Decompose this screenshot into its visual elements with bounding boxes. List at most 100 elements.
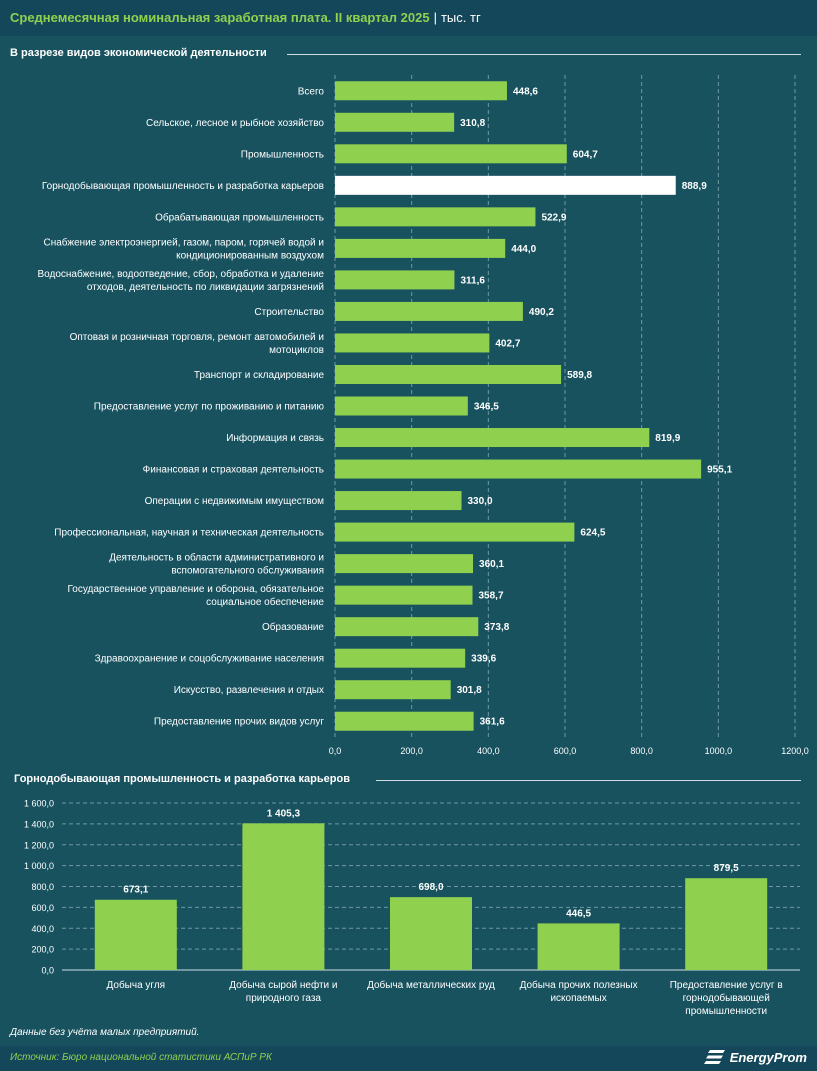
bar-value-label: 402,7 [495, 338, 520, 349]
category-label-line: Добыча сырой нефти и [229, 979, 337, 991]
bar-value-label: 330,0 [468, 496, 493, 507]
category-label-line: Операции с недвижимым имуществом [145, 496, 325, 507]
industries-bar-chart: 448,6 310,8 604,7 888,9 522,9 444,0 311,6 490,2… [37, 75, 809, 756]
category-label-line: промышленности [685, 1006, 767, 1017]
bar [335, 364, 562, 384]
category-label-line: Промышленность [241, 149, 324, 160]
category-label-line: Образование [262, 621, 324, 633]
source-note: Источник: Бюро национальной статистики А… [10, 1052, 272, 1063]
category-label: Операции с недвижимым имуществом [145, 496, 325, 507]
category-label-line: ископаемых [550, 993, 606, 1004]
y-tick-label: 1 400,0 [24, 819, 54, 829]
brand-name: EnergyProm [729, 1049, 807, 1065]
x-tick-label: 600,0 [554, 746, 577, 756]
bar-value-label: 444,0 [511, 244, 536, 255]
category-label: Строительство [254, 307, 324, 318]
bar [335, 711, 474, 731]
category-label: Профессиональная, научная и техническая … [54, 527, 324, 539]
bar-value-label: 819,9 [655, 433, 680, 444]
x-tick-label: 400,0 [477, 746, 500, 756]
bar-value-label: 490,2 [529, 307, 554, 318]
bar [335, 175, 676, 195]
category-label-line: Государственное управление и оборона, об… [68, 583, 325, 595]
bar [335, 333, 490, 353]
category-label-line: Добыча металлических руд [367, 979, 495, 991]
energyprom-logo-icon [703, 1050, 725, 1064]
bar [335, 459, 702, 479]
category-label: Государственное управление и оборона, об… [68, 583, 325, 608]
mining-grid [62, 802, 800, 971]
title-text: Среднемесячная номинальная заработная пл… [10, 10, 430, 25]
bar-value-label: 311,6 [460, 275, 485, 286]
bar-value-label: 339,6 [471, 654, 496, 665]
category-label-line: вспомогательного обслуживания [171, 565, 324, 577]
brand: EnergyProm [703, 1049, 807, 1065]
bar [335, 522, 575, 542]
bar-value-label: 448,6 [513, 86, 538, 97]
category-label-line: Финансовая и страховая деятельность [143, 465, 324, 476]
bar [335, 301, 523, 321]
industries-category-labels: Всего Сельское, лесное и рыбное хозяйство… [37, 86, 324, 727]
mining-tick-labels: 0,0 200,0 400,0 600,0 800,0 1 000,0 1 200,0 1 4… [24, 799, 54, 976]
page-title: Среднемесячная номинальная заработная пл… [10, 10, 481, 25]
category-label: Водоснабжение, водоотведение, сбор, обра… [37, 268, 324, 293]
category-label: Всего [298, 86, 325, 97]
category-label-line: Транспорт и складирование [194, 370, 325, 381]
category-label: Оптовая и розничная торговля, ремонт авт… [70, 331, 324, 356]
y-tick-label: 400,0 [31, 924, 54, 934]
bar-value-label: 373,8 [484, 622, 509, 633]
category-label: Предоставление услуг в горнодобывающей про… [670, 980, 783, 1017]
category-label: Финансовая и страховая деятельность [143, 465, 324, 476]
bar [335, 238, 506, 258]
category-label: Деятельность в области административного… [109, 552, 324, 577]
category-label: Добыча металлических руд [367, 979, 495, 991]
category-label: Транспорт и складирование [194, 370, 325, 381]
title-unit: тыс. тг [440, 10, 481, 25]
section-divider-mining [376, 780, 801, 781]
bar-value-label: 879,5 [714, 863, 739, 874]
category-label-line: Сельское, лесное и рыбное хозяйство [146, 117, 324, 129]
category-label-line: кондиционированным воздухом [176, 250, 324, 261]
mining-bars [94, 823, 768, 970]
x-tick-label: 0,0 [329, 746, 342, 756]
bar [335, 491, 462, 511]
bar [335, 617, 479, 637]
bar-value-label: 346,5 [474, 402, 499, 413]
category-label-line: Здравоохранение и соцобслуживание населе… [95, 653, 324, 665]
bar-value-label: 604,7 [573, 149, 598, 160]
x-tick-label: 200,0 [400, 746, 423, 756]
x-tick-label: 1000,0 [705, 746, 733, 756]
bar [335, 585, 473, 605]
bar-value-label: 358,7 [479, 591, 504, 602]
header-bar: Среднемесячная номинальная заработная пл… [0, 0, 817, 36]
bar [94, 899, 177, 970]
y-tick-label: 800,0 [31, 882, 54, 892]
category-label: Искусство, развлечения и отдых [174, 685, 324, 696]
bar [335, 112, 455, 132]
bar-value-label: 589,8 [567, 370, 592, 381]
bar [335, 428, 650, 448]
bar [537, 923, 620, 970]
category-label: Добыча прочих полезных ископаемых [520, 979, 638, 1004]
industries-tick-labels: 0,0 200,0 400,0 600,0 800,0 1000,0 1200,0 [329, 746, 809, 756]
y-tick-label: 1 600,0 [24, 799, 54, 809]
category-label: Снабжение электроэнергией, газом, паром,… [43, 236, 324, 261]
footnote: Данные без учёта малых предприятий. [10, 1027, 200, 1038]
bar [685, 878, 768, 970]
bar [335, 648, 466, 668]
bar-value-label: 673,1 [123, 885, 148, 896]
bar [335, 396, 468, 416]
category-label-line: Снабжение электроэнергией, газом, паром,… [43, 236, 324, 248]
category-label: Добыча угля [107, 979, 166, 991]
industries-value-labels: 448,6 310,8 604,7 888,9 522,9 444,0 311,6 490,2… [457, 86, 733, 727]
x-tick-label: 1200,0 [781, 746, 809, 756]
bar-value-label: 310,8 [460, 118, 485, 129]
category-label-line: Всего [298, 86, 325, 97]
x-tick-label: 800,0 [630, 746, 653, 756]
bar [390, 897, 472, 970]
y-tick-label: 1 000,0 [24, 861, 54, 871]
bar [335, 81, 507, 101]
category-label: Промышленность [241, 149, 324, 160]
category-label: Предоставление прочих видов услуг [154, 717, 324, 728]
bar-value-label: 522,9 [541, 212, 566, 223]
